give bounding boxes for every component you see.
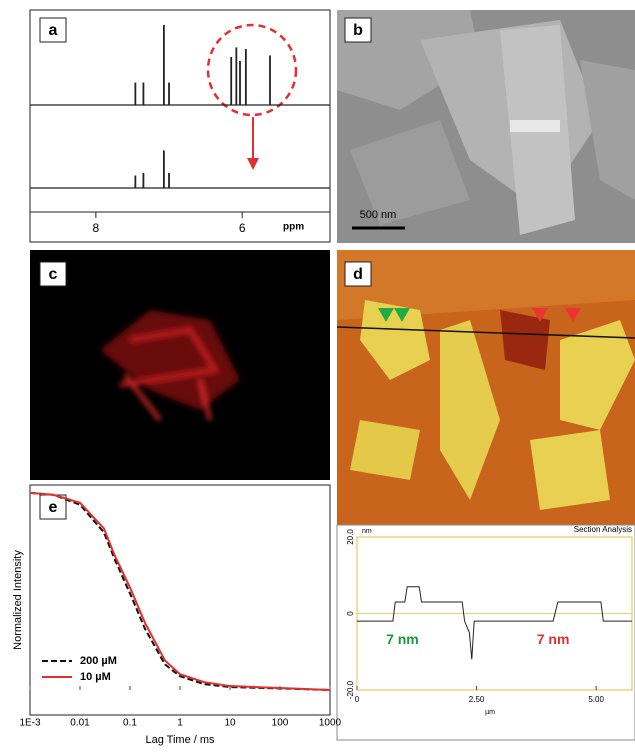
- panel-label: c: [49, 266, 58, 283]
- x-axis-label: Lag Time / ms: [145, 734, 215, 746]
- panel-label-box: [39, 261, 67, 287]
- scale-label: 500 nm: [360, 209, 397, 221]
- x-tick-label: 100: [272, 718, 289, 729]
- x-tick-label: 1: [177, 718, 183, 729]
- x-tick-label: 6: [239, 221, 246, 235]
- x-tick-label: 2.50: [469, 695, 485, 704]
- x-axis-label: ppm: [283, 222, 304, 233]
- panel-label: a: [49, 22, 58, 39]
- afm-image: [336, 250, 635, 525]
- y-tick-label: 0: [346, 611, 355, 616]
- panel-label: b: [353, 22, 363, 39]
- x-tick-label: 1000: [319, 718, 342, 729]
- x-tick-label: 1E-3: [19, 718, 41, 729]
- x-tick-label: 10: [224, 718, 236, 729]
- panel-label: e: [49, 499, 58, 516]
- panel-label: d: [353, 266, 363, 283]
- sem-image: [337, 10, 635, 243]
- data-line: [29, 491, 331, 691]
- panel-frame: [29, 484, 331, 716]
- x-tick-label: 8: [93, 221, 100, 235]
- panel-label-box: [344, 17, 372, 43]
- x-tick-label: 0: [355, 695, 360, 704]
- x-tick-label: 0.1: [123, 718, 137, 729]
- title: Section Analysis: [574, 525, 632, 534]
- arrow-head: [247, 158, 259, 170]
- highlight-ellipse: [206, 23, 298, 117]
- y-tick-label: -20.0: [346, 680, 355, 699]
- annotation: 7 nm: [386, 631, 419, 647]
- x-tick-label: 5.00: [588, 695, 604, 704]
- legend-label: 200 µM: [80, 655, 117, 667]
- panel-label-box: [344, 261, 372, 287]
- legend-label: 10 µM: [80, 671, 111, 683]
- y-axis-label: Normalized Intensity: [12, 550, 24, 650]
- fluorescence-image: [30, 250, 330, 480]
- data-line: [29, 491, 331, 691]
- section-frame: [336, 524, 635, 741]
- y-tick-label: 20.0: [346, 529, 355, 545]
- annotation: 7 nm: [537, 631, 570, 647]
- panel-frame: [29, 9, 331, 243]
- x-axis-label: µm: [485, 709, 495, 716]
- x-tick-label: 0.01: [70, 718, 90, 729]
- panel-label-box: [39, 17, 67, 43]
- data-line: [357, 586, 632, 660]
- y-axis-label: nm: [362, 528, 372, 535]
